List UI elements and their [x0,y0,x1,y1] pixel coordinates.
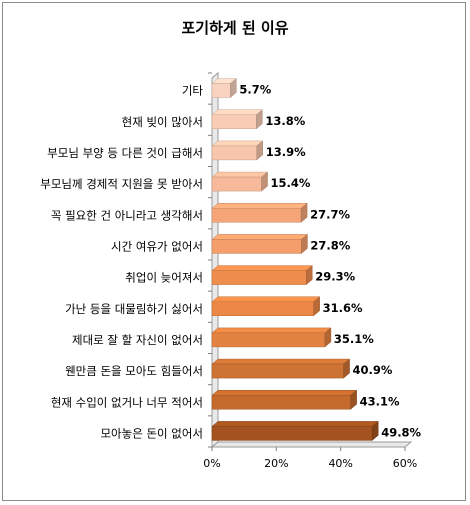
data-label: 43.1% [360,394,400,408]
bar-end-face [300,202,308,223]
bar [211,327,332,348]
bar-end-face [324,327,332,348]
bar-top-face [211,327,332,334]
bar-top-face [211,358,351,365]
bar [211,358,351,379]
bar [211,420,379,441]
bars-layer [211,78,379,441]
bar-front-face [211,270,307,285]
x-tick-label: 40% [328,457,352,470]
bar-front-face [211,301,314,316]
bar-front-face [211,145,257,161]
category-label: 꼭 필요한 건 아니라고 생각해서 [51,208,203,222]
bar-end-face [256,109,263,130]
bar-top-face [211,390,358,396]
bar [211,265,313,286]
data-label: 49.8% [381,425,421,439]
category-label: 시간 여유가 없어서 [111,239,203,253]
bar [211,233,309,254]
data-label: 40.9% [353,363,393,377]
category-label: 취업이 늦어져서 [125,271,203,285]
bar-top-face [211,140,264,147]
bar-top-face [211,203,308,209]
bar-end-face [256,140,263,161]
axis-layer [208,71,413,451]
data-label: 31.6% [323,301,363,315]
bar-front-face [211,395,351,410]
category-label: 가난 등을 대물림하기 싫어서 [65,302,203,316]
bar-end-face [261,171,268,192]
data-label: 27.8% [310,238,350,252]
bar-top-face [211,421,379,427]
bar-top-face [211,296,321,302]
bar-end-face [343,358,350,379]
bar-front-face [211,239,302,254]
bar-front-face [211,426,373,441]
bar-front-face [211,208,302,223]
category-label: 현재 빚이 많아서 [122,115,203,129]
bar-end-face [350,389,357,410]
bar-front-face [211,363,344,379]
data-label: 29.3% [315,270,355,284]
data-label: 13.8% [265,114,305,128]
x-tick-label: 20% [264,457,288,470]
bar-top-face [211,234,309,240]
bar-end-face [301,233,308,254]
bar-end-face [371,420,379,441]
data-label: 15.4% [271,176,311,190]
x-tick-label: 0% [203,457,220,470]
category-label: 현재 수입이 없거나 너무 적어서 [51,395,203,409]
category-label: 기타 [182,84,204,98]
bar-end-face [305,265,313,286]
bar [211,389,358,410]
data-label: 35.1% [334,332,374,346]
category-label: 부모님께 경제적 지원을 못 받아서 [40,177,203,191]
bar-front-face [211,83,231,98]
labels-layer: 0% 20% 40% 60% 기타 5.7% 현재 빚이 많아서 13.8% 부모님 부양 등 … [40,83,421,470]
bar-top-face [211,109,264,115]
bar [211,78,238,99]
bar [211,171,269,192]
category-label: 부모님 부양 등 다른 것이 급해서 [47,146,203,160]
x-tick-label: 60% [393,457,417,470]
data-label: 5.7% [239,83,271,97]
category-label: 모아놓은 돈이 없어서 [100,426,203,440]
bar-front-face [211,114,257,129]
category-label: 제대로 잘 할 자신이 없어서 [72,333,203,347]
chart-title: 포기하게 된 이유 [181,19,288,37]
bar-top-face [211,265,313,271]
bar-end-face [313,296,320,317]
category-label: 웬만큼 돈을 모아도 힘들어서 [65,364,203,378]
bar [211,109,264,130]
bar-front-face [211,176,262,192]
bar-front-face [211,332,326,348]
bar [211,140,264,161]
bar-end-face [230,78,237,99]
bar-top-face [211,171,269,178]
data-label: 13.9% [266,145,306,159]
data-label: 27.7% [310,207,350,221]
bar [211,296,321,317]
axis-floor [210,441,413,448]
bar [211,202,308,223]
